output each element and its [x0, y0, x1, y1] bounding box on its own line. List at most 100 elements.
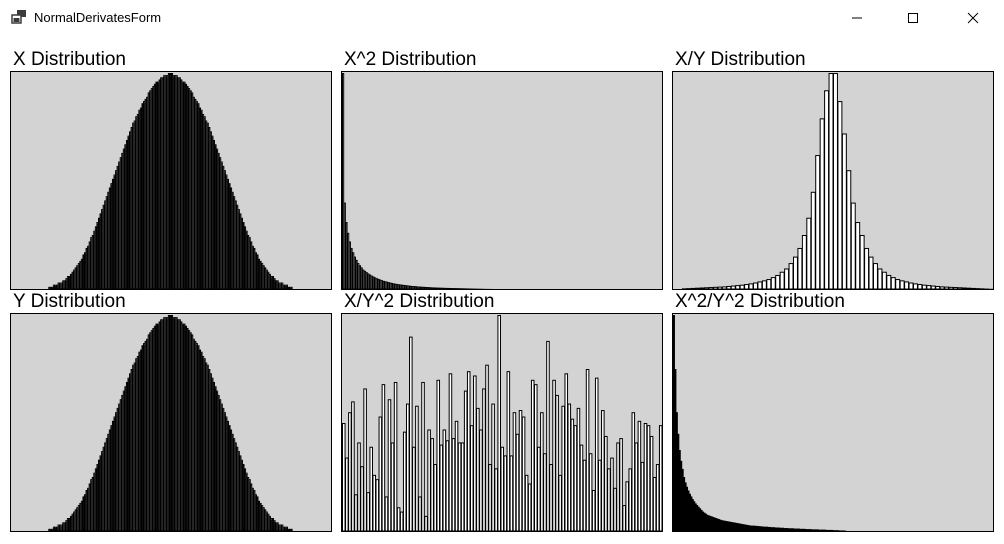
title-bar: NormalDerivatesForm: [0, 0, 1004, 36]
x-histogram-bar: [85, 247, 88, 289]
x2y2-histogram-bar: [709, 515, 712, 531]
y-histogram-bar: [202, 356, 205, 531]
maximize-button[interactable]: [890, 0, 936, 36]
x-histogram-bar: [79, 260, 82, 289]
x-histogram-bar: [228, 183, 231, 289]
xy2-histogram-bar: [482, 388, 486, 531]
x2y2-histogram-bar: [729, 521, 732, 531]
y-histogram-bar: [276, 522, 279, 531]
xy2-histogram-bar: [445, 440, 450, 531]
xy-histogram-bar: [788, 263, 794, 289]
x2y2-histogram-bar: [806, 529, 809, 531]
xy2-histogram-bar: [640, 461, 645, 531]
x2-histogram-bar: [431, 287, 434, 289]
x2-histogram-bar: [406, 285, 409, 289]
x2-histogram-bar: [350, 247, 353, 289]
xy2-histogram-bar: [360, 466, 364, 531]
x-histogram-bar: [102, 204, 105, 289]
y-histogram-bar: [101, 451, 104, 531]
xy2-histogram-bar: [381, 384, 386, 531]
x-histogram-bar: [51, 286, 54, 289]
y-histogram-bar: [87, 487, 90, 531]
xy-histogram-bar: [935, 285, 941, 289]
x-histogram-bar: [194, 98, 197, 289]
x-histogram-bar: [198, 107, 202, 289]
xy-histogram-bar: [930, 285, 936, 289]
x-histogram-bar: [175, 75, 178, 289]
x-histogram-bar: [56, 284, 59, 289]
x-histogram-bar: [166, 75, 169, 289]
y-histogram-bar: [77, 505, 80, 531]
x2y2-histogram-bar: [681, 468, 684, 531]
x2y2-histogram-bar: [715, 518, 718, 531]
y-histogram-bar: [96, 464, 99, 531]
xy2-histogram-bar: [588, 453, 593, 531]
x2-histogram-bar: [365, 272, 368, 289]
x2y2-histogram-bar: [683, 477, 686, 531]
x2y2-histogram-bar: [769, 526, 771, 531]
xy-histogram-bar: [815, 155, 821, 289]
y-histogram-bar: [205, 362, 208, 531]
x-histogram-bar: [70, 273, 73, 289]
x-histogram-bar: [191, 92, 194, 289]
x-histogram-bar: [284, 284, 287, 289]
app-window-icon: [11, 10, 27, 24]
xy-histogram-bar: [775, 274, 781, 289]
x2y2-histogram-bar: [699, 508, 702, 531]
y-histogram-bar: [146, 338, 149, 531]
y-histogram-bar: [267, 513, 270, 531]
y-histogram-bar: [239, 455, 242, 531]
x2y2-histogram-bar: [684, 482, 687, 531]
xy-histogram-bar: [855, 222, 861, 289]
xy2-histogram-bar: [527, 483, 532, 531]
y-histogram-bar: [203, 358, 206, 531]
close-button[interactable]: [950, 0, 996, 36]
x2-histogram-bar: [446, 287, 449, 289]
x2y2-histogram-bar: [751, 525, 754, 531]
y-histogram-bar: [164, 317, 167, 531]
y-histogram-bar: [70, 515, 73, 531]
y-histogram-bar: [150, 330, 153, 531]
y-histogram-bar: [244, 468, 247, 531]
x-histogram-bar: [237, 209, 240, 289]
x2y2-histogram-bar: [830, 529, 833, 531]
xy2-histogram-bar: [491, 403, 495, 531]
xy2-histogram-bar: [357, 442, 361, 531]
y-histogram-bar: [171, 315, 174, 531]
y-histogram-bar: [226, 420, 229, 531]
y-histogram-bar: [262, 507, 265, 531]
y-histogram-bar: [79, 502, 82, 531]
y-histogram-bar: [290, 528, 293, 531]
xy2-histogram-bar: [506, 371, 511, 531]
x-histogram-bar: [244, 226, 247, 289]
x-histogram-bar: [271, 276, 275, 289]
xy-histogram-bar: [735, 285, 741, 289]
y-histogram-bar: [49, 528, 52, 531]
minimize-button[interactable]: [834, 0, 880, 36]
x2y2-histogram-bar: [803, 528, 806, 531]
x-histogram-bar: [91, 235, 94, 289]
xy-histogram-bar: [699, 287, 705, 289]
y-histogram-bar: [125, 381, 128, 531]
xy2-histogram-bar: [466, 371, 471, 531]
x2-histogram-bar: [395, 284, 399, 289]
x-histogram-bar: [96, 222, 99, 289]
x2y2-histogram-bar: [735, 522, 738, 531]
x2y2-histogram-bar: [802, 528, 805, 531]
y-histogram-bar: [284, 526, 287, 531]
x-histogram-bar: [97, 217, 101, 289]
xy2-histogram-bar: [470, 425, 474, 531]
xy2-histogram-bar: [433, 464, 437, 531]
x2-histogram-bar: [444, 287, 447, 289]
x-histogram-bar: [118, 161, 121, 289]
x2y2-histogram-bar: [734, 522, 737, 531]
y-histogram-bar: [270, 518, 273, 531]
xy2-histogram-bar: [637, 420, 642, 531]
xy2-histogram-bar: [634, 442, 639, 531]
xy2-histogram-bar: [555, 394, 559, 531]
x-histogram-bar: [113, 174, 116, 289]
xy-histogram-bar: [864, 247, 870, 289]
x-histogram-bar: [160, 77, 163, 289]
x-histogram-bar: [245, 230, 248, 289]
y-histogram-bar: [278, 524, 281, 531]
